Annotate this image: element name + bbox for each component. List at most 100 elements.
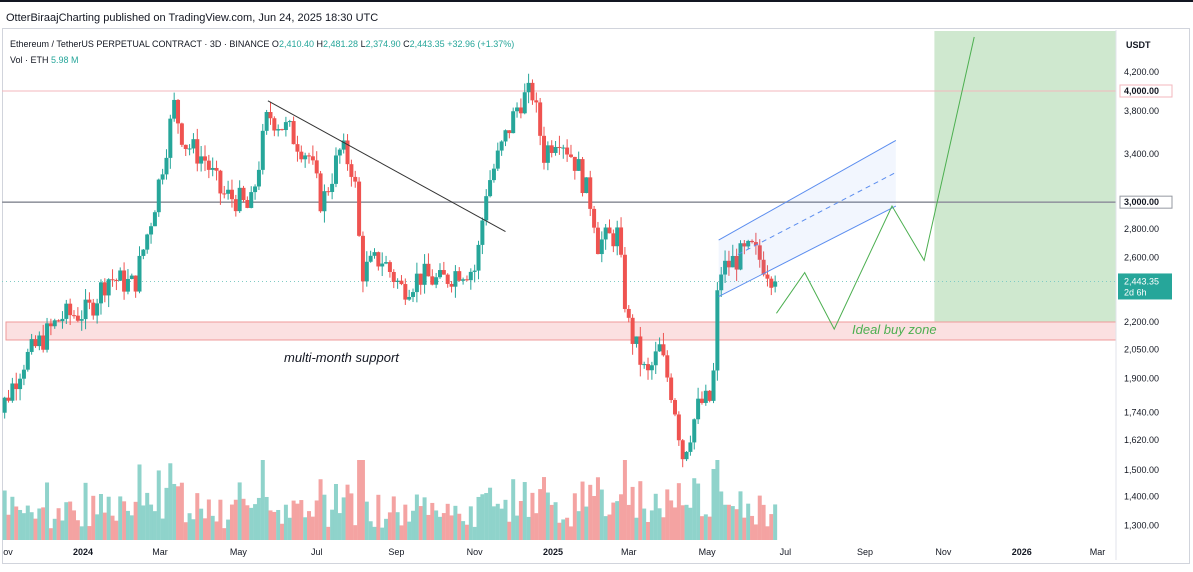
candle-body[interactable]	[172, 99, 177, 119]
candle-body[interactable]	[110, 279, 115, 281]
candle-body[interactable]	[176, 99, 181, 124]
candle-body[interactable]	[241, 187, 246, 201]
candle-body[interactable]	[642, 364, 647, 366]
candle-body[interactable]	[441, 270, 446, 275]
trendline[interactable]	[267, 100, 506, 233]
candle-body[interactable]	[773, 281, 778, 287]
candle-body[interactable]	[534, 100, 539, 103]
candle-body[interactable]	[557, 146, 562, 148]
candle-body[interactable]	[179, 123, 184, 145]
candle-body[interactable]	[64, 303, 69, 319]
candle-body[interactable]	[468, 271, 473, 281]
candle-body[interactable]	[711, 370, 716, 401]
candle-body[interactable]	[345, 140, 350, 165]
candle-body[interactable]	[206, 160, 211, 170]
candle-body[interactable]	[445, 274, 450, 284]
candle-body[interactable]	[542, 135, 547, 163]
candle-body[interactable]	[730, 255, 735, 268]
candle-body[interactable]	[102, 282, 107, 296]
candle-body[interactable]	[545, 145, 550, 163]
candle-body[interactable]	[295, 144, 300, 152]
candle-body[interactable]	[387, 262, 392, 272]
candle-body[interactable]	[407, 296, 412, 300]
candle-body[interactable]	[414, 273, 419, 293]
candle-body[interactable]	[218, 170, 223, 194]
candle-body[interactable]	[638, 336, 643, 365]
candle-body[interactable]	[707, 390, 712, 401]
candle-body[interactable]	[6, 397, 11, 401]
candle-body[interactable]	[499, 141, 504, 151]
candle-body[interactable]	[349, 164, 354, 177]
candle-body[interactable]	[291, 121, 296, 145]
channel-lower-line[interactable]	[718, 205, 897, 297]
candle-body[interactable]	[33, 339, 38, 347]
candle-body[interactable]	[199, 156, 204, 164]
candle-body[interactable]	[326, 191, 331, 193]
candle-body[interactable]	[195, 139, 200, 164]
candle-body[interactable]	[495, 150, 500, 169]
candle-body[interactable]	[283, 122, 288, 131]
candle-body[interactable]	[507, 130, 512, 134]
candle-body[interactable]	[87, 299, 92, 303]
candle-body[interactable]	[337, 149, 342, 156]
candle-body[interactable]	[418, 273, 423, 285]
candle-body[interactable]	[765, 274, 770, 279]
candle-body[interactable]	[72, 315, 77, 317]
candle-body[interactable]	[746, 240, 751, 247]
candle-body[interactable]	[472, 270, 477, 272]
candle-body[interactable]	[45, 323, 50, 350]
candle-body[interactable]	[360, 235, 365, 282]
candle-body[interactable]	[422, 263, 427, 285]
candle-body[interactable]	[314, 160, 319, 174]
candle-body[interactable]	[692, 419, 697, 443]
candle-body[interactable]	[719, 274, 724, 291]
candle-body[interactable]	[18, 378, 23, 390]
candle-body[interactable]	[118, 270, 123, 281]
candle-body[interactable]	[237, 187, 242, 212]
candle-body[interactable]	[611, 233, 616, 247]
candle-body[interactable]	[98, 282, 103, 304]
candle-body[interactable]	[649, 365, 654, 371]
projection-path[interactable]	[776, 36, 975, 331]
candle-body[interactable]	[464, 279, 469, 281]
candle-body[interactable]	[488, 180, 493, 197]
candle-body[interactable]	[202, 156, 207, 161]
candle-body[interactable]	[141, 249, 146, 256]
candle-body[interactable]	[68, 303, 73, 316]
candle-body[interactable]	[538, 102, 543, 136]
candle-body[interactable]	[380, 263, 385, 267]
candle-body[interactable]	[353, 176, 358, 182]
candle-body[interactable]	[376, 252, 381, 267]
candle-body[interactable]	[430, 276, 435, 285]
candle-body[interactable]	[607, 227, 612, 234]
candle-body[interactable]	[669, 377, 674, 401]
channel-upper-line[interactable]	[718, 139, 897, 241]
candle-body[interactable]	[299, 151, 304, 160]
candle-body[interactable]	[530, 82, 535, 101]
candle-body[interactable]	[726, 260, 731, 268]
candle-body[interactable]	[303, 155, 308, 160]
candle-body[interactable]	[595, 227, 600, 255]
candle-body[interactable]	[129, 275, 134, 279]
candle-body[interactable]	[584, 177, 589, 194]
candle-body[interactable]	[750, 240, 755, 243]
candle-body[interactable]	[561, 147, 566, 149]
candle-body[interactable]	[565, 147, 570, 155]
candle-body[interactable]	[41, 335, 46, 350]
candle-body[interactable]	[60, 318, 65, 322]
candle-body[interactable]	[133, 275, 138, 292]
candle-body[interactable]	[272, 118, 277, 131]
candle-body[interactable]	[149, 226, 154, 235]
candle-body[interactable]	[515, 107, 520, 112]
candle-body[interactable]	[164, 157, 169, 175]
candle-body[interactable]	[391, 271, 396, 282]
candle-body[interactable]	[738, 243, 743, 270]
candle-body[interactable]	[491, 168, 496, 181]
candle-body[interactable]	[341, 140, 346, 150]
volume-label[interactable]: Vol · ETH	[10, 55, 49, 65]
candle-body[interactable]	[233, 199, 238, 212]
candle-body[interactable]	[95, 303, 100, 316]
candle-body[interactable]	[280, 129, 285, 131]
candle-body[interactable]	[484, 196, 489, 221]
